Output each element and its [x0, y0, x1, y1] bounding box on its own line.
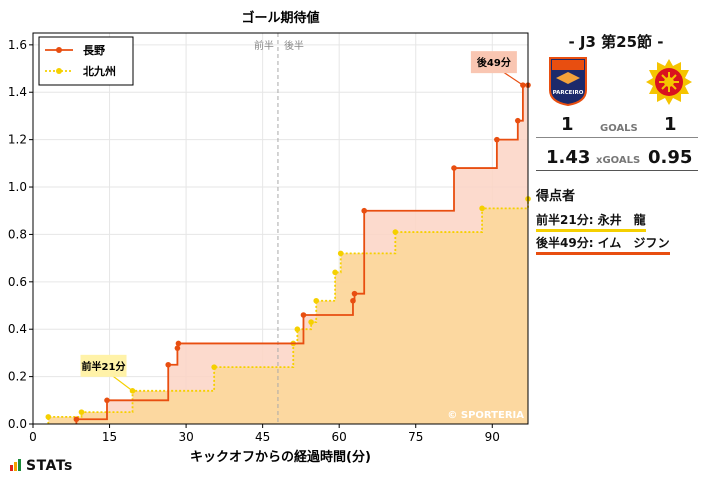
data-point [104, 397, 110, 404]
away-xg: 0.95 [648, 147, 693, 168]
scorers-title: 得点者 [536, 189, 576, 204]
y-tick-label: 0.6 [8, 275, 27, 289]
y-tick-label: 1.0 [8, 180, 27, 194]
halftime-second-label: 後半 [284, 39, 304, 52]
scorer-2: 後半49分: イム ジフン [536, 234, 670, 255]
legend-swatch-marker [56, 68, 62, 74]
annotation-label: 後49分 [477, 56, 511, 69]
home-badge-text: PARCEIRO [553, 90, 584, 96]
series-line-2 [47, 198, 529, 424]
x-tick-label: 90 [485, 430, 500, 444]
annotation-box [80, 354, 127, 377]
data-point [294, 326, 301, 333]
legend-label: 長野 [83, 44, 105, 57]
data-point [351, 290, 358, 297]
stats-bars-icon [10, 459, 22, 475]
y-tick-label: 1.4 [8, 85, 27, 99]
away-goals: 1 [664, 114, 677, 135]
data-point [174, 345, 181, 351]
data-point [78, 409, 85, 415]
data-point [211, 364, 217, 370]
x-tick-label: 75 [408, 430, 423, 444]
xg-label: xGOALS [596, 155, 641, 166]
x-tick-label: 0 [29, 430, 37, 444]
stats-brand: STATs [26, 458, 73, 474]
y-tick-label: 0.8 [8, 227, 27, 241]
y-tick-label: 0.4 [8, 322, 27, 336]
scorer-1: 前半21分: 永井 龍 [536, 211, 646, 232]
y-tick-label: 0.2 [8, 370, 27, 384]
x-tick-label: 15 [102, 430, 117, 444]
series-overlap-area [48, 198, 529, 424]
goals-label: GOALS [600, 123, 638, 134]
data-point [337, 250, 344, 257]
y-tick-label: 1.2 [8, 133, 27, 147]
watermark: © SPORTERIA [447, 410, 524, 421]
matchday-label: - J3 第25節 - [568, 33, 664, 51]
data-point [361, 207, 367, 214]
data-point [45, 414, 52, 420]
x-tick-label: 45 [255, 430, 270, 444]
data-point [175, 340, 182, 347]
annotation-box [470, 51, 517, 74]
scorer-2-text: 後半49分: イム ジフン [536, 234, 670, 255]
legend-swatch-marker [56, 47, 62, 53]
data-point [300, 312, 307, 318]
away-team-badge [646, 59, 692, 105]
stats-logo: STATs [10, 458, 73, 475]
legend-box [38, 36, 134, 86]
data-point [308, 319, 314, 325]
data-point [392, 229, 399, 235]
annotation-label: 前半21分 [82, 360, 126, 373]
xg-row: 1.43 xGOALS 0.95 [536, 146, 698, 171]
x-tick-label: 30 [178, 430, 193, 444]
chart-title: ゴール期待値 [241, 10, 319, 26]
y-tick-label: 1.6 [8, 38, 27, 52]
home-team-badge: PARCEIRO [549, 57, 587, 106]
data-point [350, 297, 356, 304]
data-point [479, 205, 485, 212]
x-axis-label: キックオフからの経過時間(分) [190, 449, 371, 465]
data-point [494, 136, 500, 143]
data-point [514, 117, 521, 124]
goals-row: 1 GOALS 1 [536, 114, 698, 138]
data-point [165, 361, 172, 368]
scorer-1-text: 前半21分: 永井 龍 [536, 211, 646, 232]
plot-frame [32, 32, 529, 425]
home-goals: 1 [561, 114, 574, 135]
legend-label: 北九州 [83, 64, 116, 78]
home-xg: 1.43 [546, 147, 591, 168]
halftime-first-label: 前半 [254, 39, 274, 52]
data-point [332, 269, 338, 276]
x-tick-label: 60 [332, 430, 347, 444]
data-point [451, 165, 457, 171]
y-tick-label: 0.0 [8, 417, 27, 431]
data-point [313, 297, 320, 304]
data-point [73, 416, 80, 423]
